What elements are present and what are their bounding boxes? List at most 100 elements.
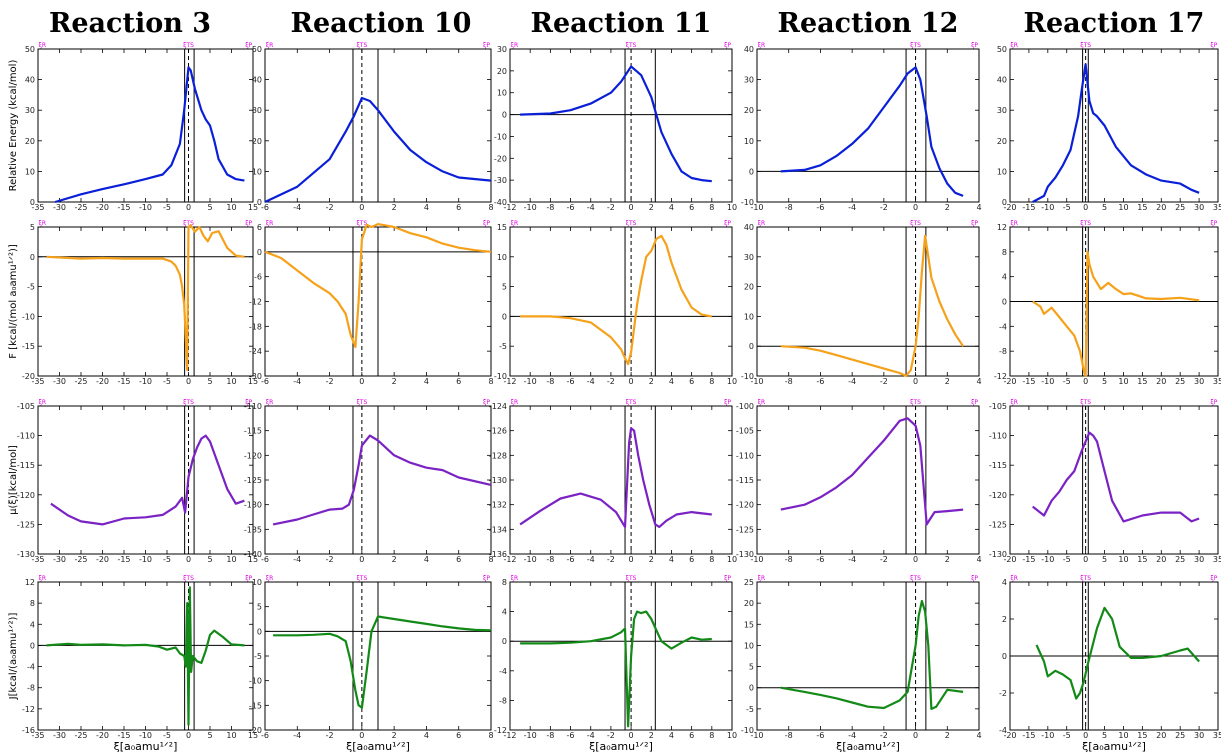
y-tick-label: -130: [244, 501, 262, 510]
panel-title: Reaction 3: [49, 8, 211, 39]
x-tick-label: -2: [326, 377, 334, 386]
region-marker-label: ξTS: [183, 220, 194, 227]
x-tick-label: 2: [945, 555, 950, 564]
y-tick-label: -12: [249, 298, 262, 307]
y-tick-label: -115: [736, 476, 754, 485]
x-tick-label: -25: [74, 731, 87, 740]
y-tick-label: 30: [497, 45, 507, 54]
y-tick-label: 0: [749, 684, 754, 693]
y-tick-label: 40: [25, 76, 35, 85]
x-tick-label: -12: [503, 377, 516, 386]
plot-frame: [756, 581, 980, 731]
y-tick-label: -5: [254, 652, 262, 661]
y-tick-label: -10: [249, 677, 262, 686]
y-tick-label: 20: [997, 137, 1007, 146]
y-tick-label: -6: [254, 273, 262, 282]
series-line-flux: [1035, 606, 1200, 700]
x-tick-label: 2: [945, 731, 950, 740]
region-marker-label: ξTS: [183, 42, 194, 49]
y-tick-label: -5: [27, 283, 35, 292]
y-tick-label: 10: [25, 167, 35, 176]
y-tick-label: -125: [17, 520, 35, 529]
region-marker-label: ξR: [266, 42, 274, 49]
x-tick-label: -20: [96, 555, 109, 564]
y-tick-label: 0: [257, 248, 262, 257]
x-tick-label: -25: [74, 203, 87, 212]
x-tick-label: 15: [1137, 377, 1147, 386]
panel-reaction-12-energy: -10 -8 -6 -4 -2 0 2 4 -10 0 10 20 30 40 ξR ξTS ξP: [741, 42, 982, 212]
x-tick-label: -10: [1041, 731, 1054, 740]
y-tick-label: -115: [17, 461, 35, 470]
y-tick-label: 20: [252, 137, 262, 146]
y-tick-label: 0: [749, 342, 754, 351]
y-tick-label: -8: [499, 696, 507, 705]
region-marker-label: ξP: [971, 220, 978, 227]
x-tick-label: -15: [1022, 203, 1035, 212]
x-tick-label: -6: [567, 203, 575, 212]
y-tick-label: 15: [744, 620, 754, 629]
y-tick-label: -110: [736, 451, 754, 460]
panel-title: Reaction 12: [778, 8, 959, 39]
y-tick-label: 5: [502, 283, 507, 292]
plot-frame: [37, 226, 254, 377]
y-tick-label: -110: [244, 402, 262, 411]
region-marker-label: ξP: [483, 220, 490, 227]
region-marker-label: ξTS: [910, 42, 921, 49]
x-tick-label: -5: [163, 555, 171, 564]
plot-frame: [756, 48, 980, 203]
x-tick-label: 2: [945, 203, 950, 212]
region-marker-label: ξTS: [183, 399, 194, 406]
x-tick-label: 5: [207, 555, 212, 564]
x-tick-label: -30: [53, 377, 66, 386]
x-tick-label: -4: [848, 377, 856, 386]
y-tick-label: -136: [489, 550, 507, 559]
y-tick-label: -105: [989, 402, 1007, 411]
x-tick-label: 4: [669, 203, 674, 212]
x-tick-label: 8: [709, 203, 714, 212]
x-tick-label: -6: [816, 731, 824, 740]
panel-reaction-10-potential: -6 -4 -2 0 2 4 6 8-140-135-130-125-120-115-110 ξ…: [244, 399, 494, 564]
x-tick-label: 8: [488, 377, 493, 386]
x-tick-label: -10: [524, 377, 537, 386]
x-tick-label: 15: [248, 377, 258, 386]
y-tick-label: -5: [746, 705, 754, 714]
panel-reaction-12-potential: -10 -8 -6 -4 -2 0 2 4 -130 -125 -120 -115 -110 -105 -1…: [736, 399, 982, 564]
plot-frame: [756, 226, 980, 377]
region-marker-label: ξP: [245, 575, 252, 582]
x-tick-label: 8: [709, 555, 714, 564]
x-tick-label: -20: [1003, 555, 1016, 564]
region-marker-label: ξTS: [626, 42, 637, 49]
x-tick-label: 0: [359, 731, 364, 740]
y-tick-label: -10: [494, 132, 507, 141]
x-tick-label: 2: [392, 377, 397, 386]
x-tick-label: -8: [785, 731, 793, 740]
region-marker-label: ξTS: [356, 42, 367, 49]
x-tick-label: -5: [163, 203, 171, 212]
x-tick-label: 35: [1213, 555, 1221, 564]
x-tick-label: -15: [1022, 555, 1035, 564]
x-tick-label: 0: [186, 377, 191, 386]
x-tick-label: -2: [607, 377, 615, 386]
region-marker-label: ξP: [483, 399, 490, 406]
x-tick-label: -4: [848, 731, 856, 740]
x-tick-label: 0: [1083, 377, 1088, 386]
x-tick-label: 2: [649, 731, 654, 740]
x-tick-label: -15: [117, 377, 130, 386]
x-tick-label: -10: [139, 555, 152, 564]
x-tick-label: 8: [709, 377, 714, 386]
plot-frame: [37, 405, 254, 555]
y-tick-label: -4: [27, 663, 35, 672]
x-tick-label: 30: [1194, 731, 1204, 740]
panel-reaction-3-flux: -35 -30 -25 -20 -15 -10 -5 0 5 10 15 -16 -12 -8 -4 0 4 8 1…: [22, 575, 258, 740]
panel-reaction-17-energy: -20 -15 -10 -5 0 5 10 15 20 25 30 35 0 10 20 30 40 50 ξR ξT…: [997, 42, 1221, 212]
x-tick-label: 35: [1213, 377, 1221, 386]
x-tick-label: 0: [913, 555, 918, 564]
x-axis-label: ξ[a₀amu¹ᐟ²]: [114, 740, 178, 753]
y-tick-label: 50: [997, 45, 1007, 54]
y-tick-label: -10: [22, 312, 35, 321]
plot-frame: [756, 405, 980, 555]
x-tick-label: -5: [1063, 555, 1071, 564]
region-marker-label: ξP: [724, 42, 731, 49]
x-tick-label: -12: [503, 731, 516, 740]
